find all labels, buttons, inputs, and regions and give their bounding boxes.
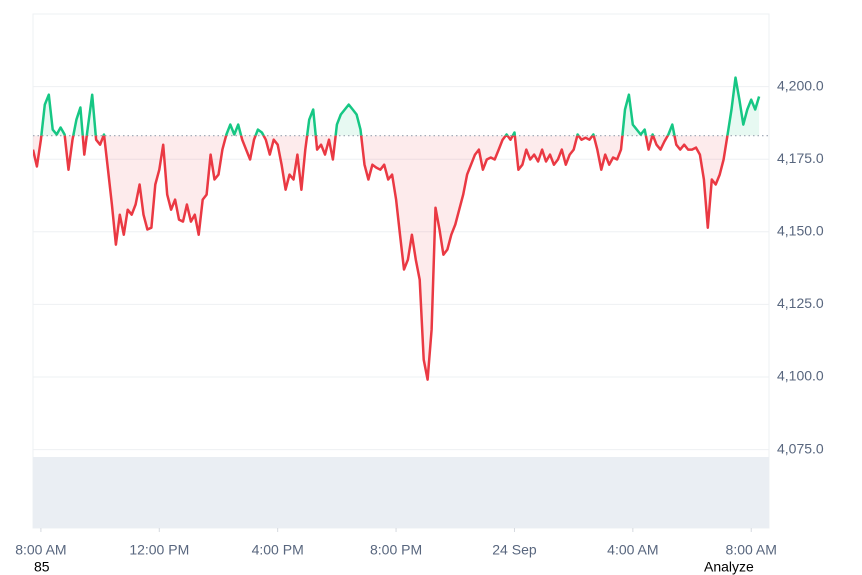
- x-tick-label: 8:00 AM: [15, 542, 66, 558]
- x-tick-label: 4:00 PM: [252, 542, 304, 558]
- x-tick-label: 24 Sep: [492, 542, 537, 558]
- footer-right: Analyze: [704, 559, 754, 575]
- footer-left: 85: [34, 559, 50, 575]
- volume-area: [33, 457, 769, 528]
- y-tick-label: 4,075.0: [777, 440, 824, 456]
- price-line-up: [40, 76, 761, 136]
- y-tick-label: 4,150.0: [777, 222, 824, 238]
- y-tick-label: 4,200.0: [777, 77, 824, 93]
- plot-frame: [32, 13, 770, 529]
- x-tick-label: 8:00 PM: [370, 542, 422, 558]
- y-tick-label: 4,175.0: [777, 150, 824, 166]
- x-tick-label: 4:00 AM: [607, 542, 658, 558]
- x-tick-label: 12:00 PM: [129, 542, 189, 558]
- x-tick-label: 8:00 AM: [726, 542, 777, 558]
- price-line-down: [33, 135, 729, 381]
- area-up: [41, 77, 760, 136]
- area-down: [33, 135, 760, 380]
- y-tick-label: 4,125.0: [777, 295, 824, 311]
- y-tick-label: 4,100.0: [777, 368, 824, 384]
